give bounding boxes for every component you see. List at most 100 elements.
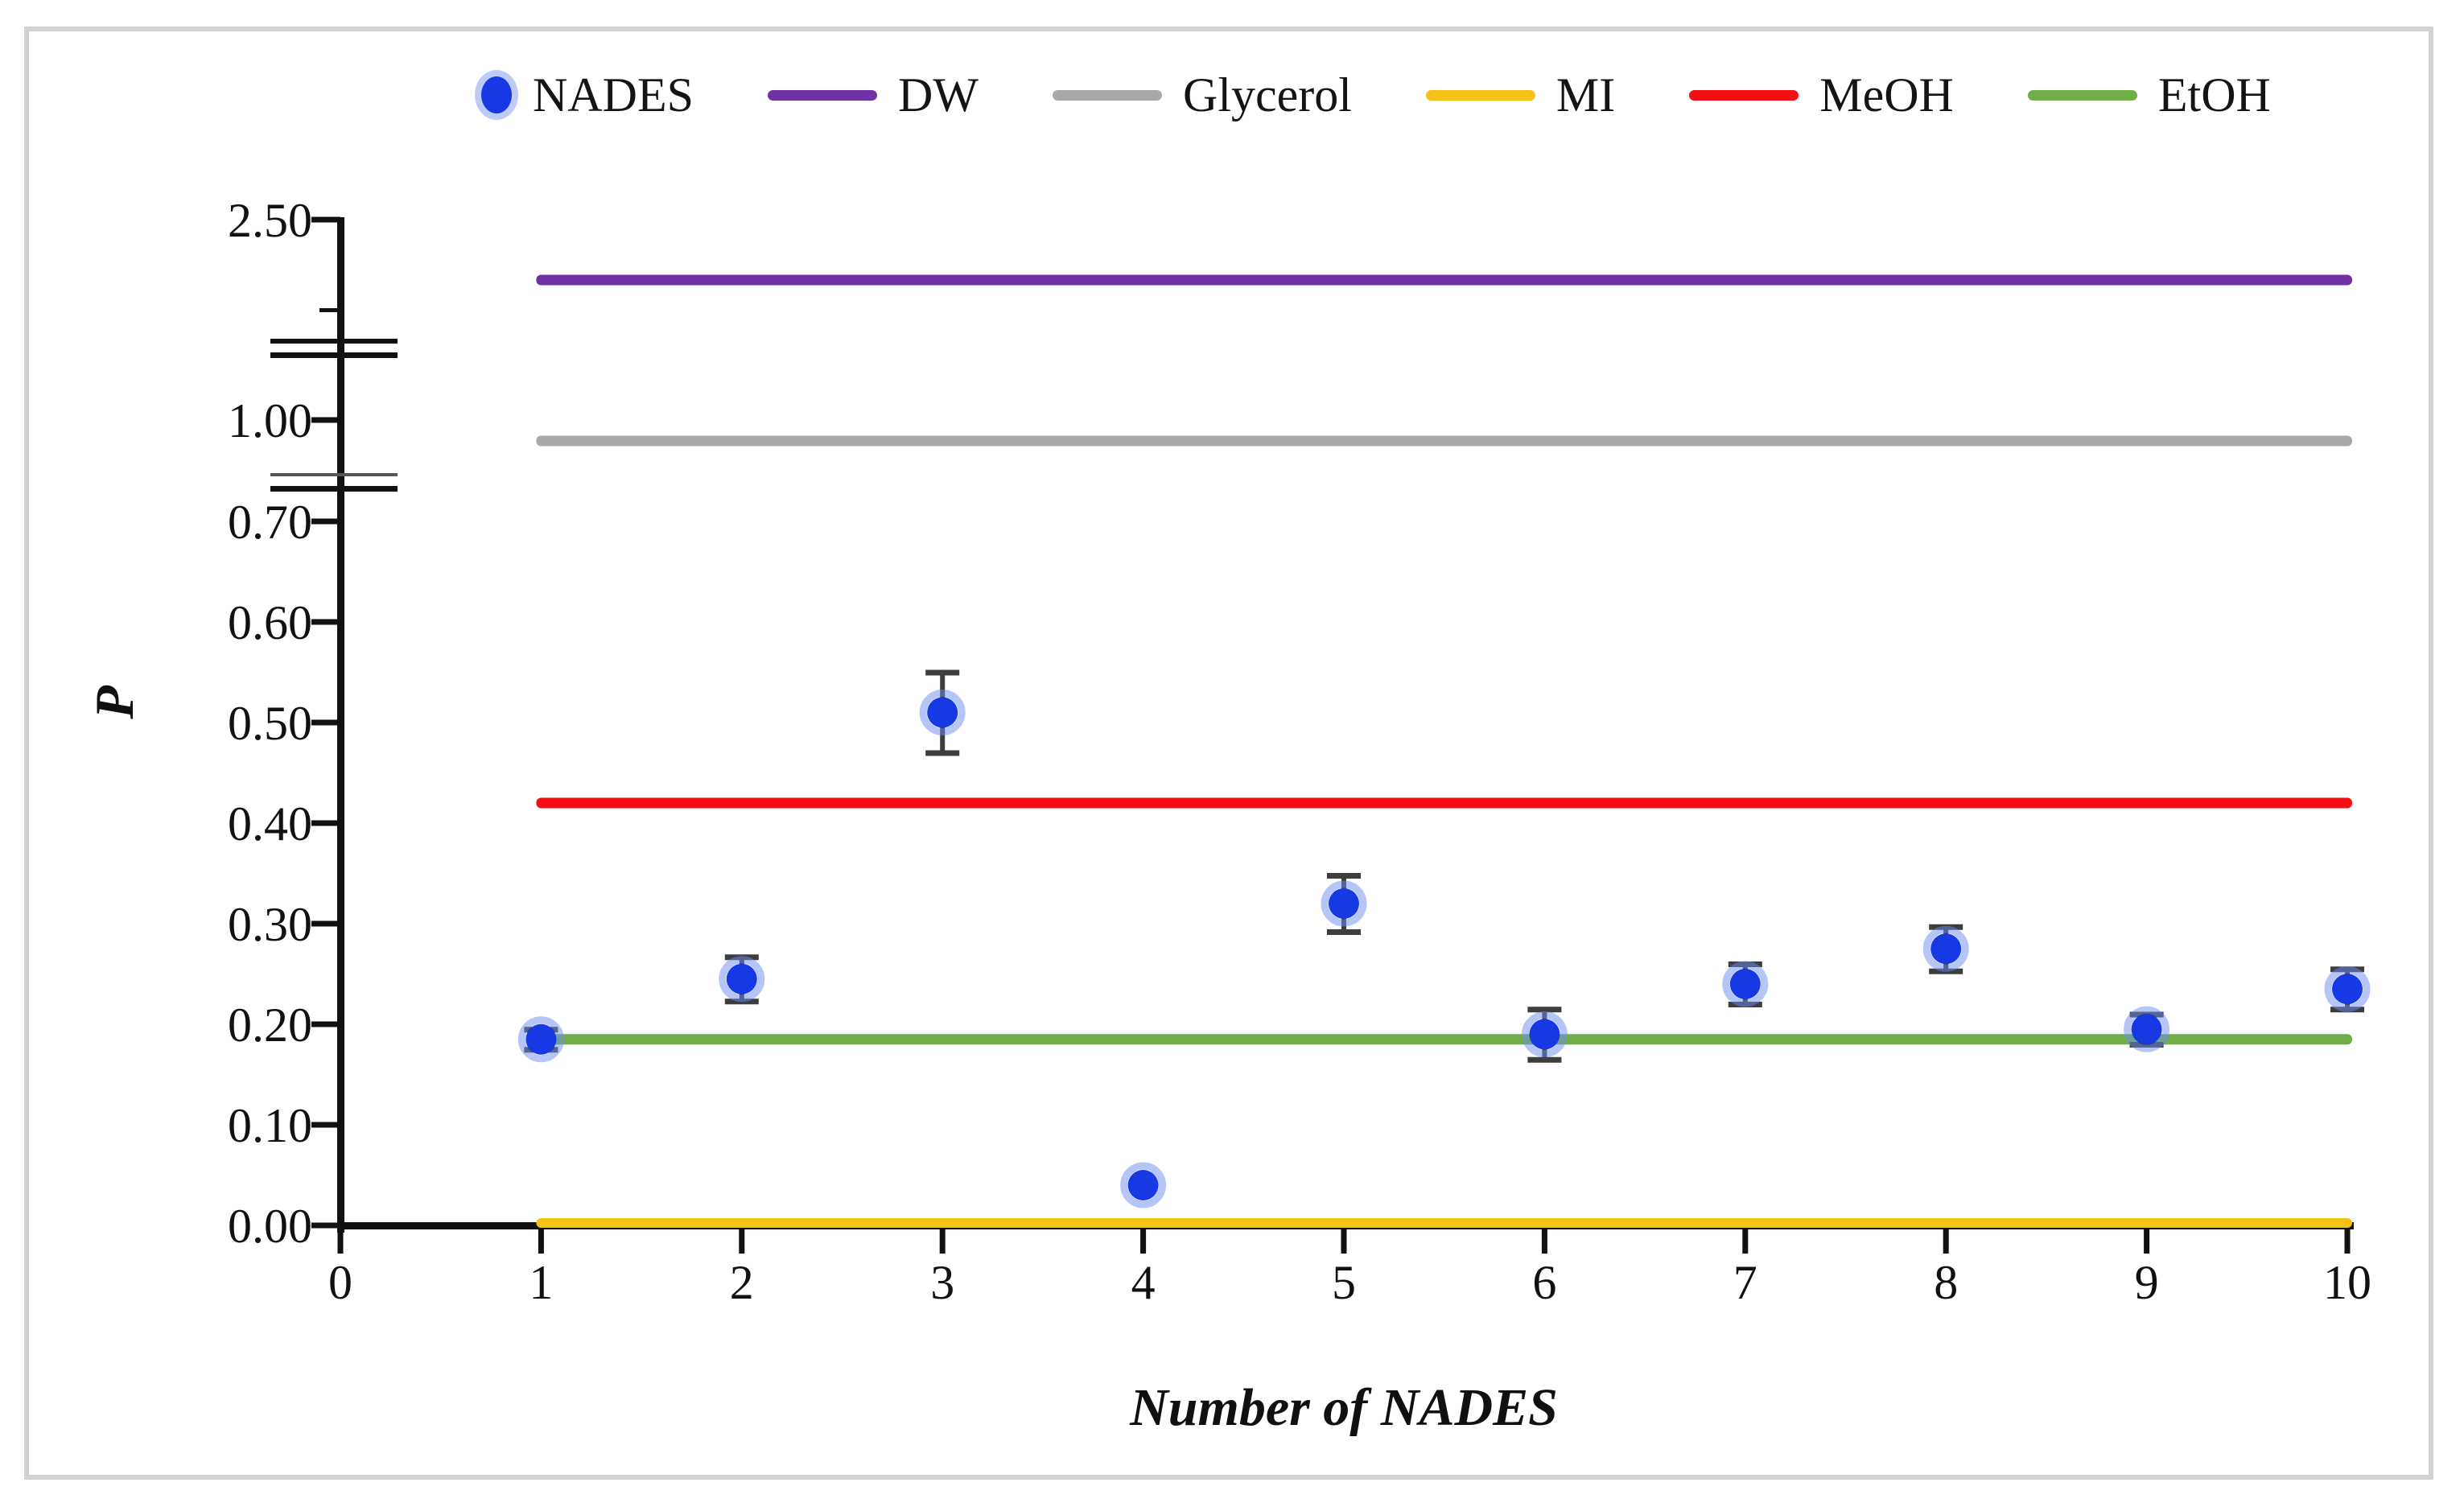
y-tick	[311, 619, 340, 625]
error-bar-cap	[1327, 929, 1361, 935]
legend-label-dw: DW	[898, 68, 979, 121]
data-point	[927, 697, 958, 728]
data-point	[2131, 1014, 2162, 1045]
y-tick	[311, 820, 340, 826]
x-tick	[1541, 1229, 1547, 1254]
mi-line-icon	[1425, 89, 1535, 101]
etoh-line-icon	[2027, 89, 2137, 101]
data-point-halo	[517, 1016, 564, 1063]
error-bar-cap	[1327, 873, 1361, 879]
y-tick	[311, 719, 340, 726]
x-tick	[939, 1229, 946, 1254]
y-tick-label: 2.50	[228, 194, 312, 247]
error-bar-cap	[1527, 1007, 1562, 1013]
y-tick-label: 0.20	[228, 998, 312, 1052]
y-tick	[311, 1021, 340, 1027]
error-bar-cap	[925, 750, 960, 756]
legend-item-glycerol: Glycerol	[1052, 68, 1352, 123]
y-tick-label: 0.50	[228, 697, 312, 750]
y-axis-title: P	[84, 686, 145, 719]
x-tick-label: 0	[328, 1256, 352, 1309]
meoh-line-icon	[1689, 89, 1799, 101]
x-tick	[1341, 1229, 1347, 1254]
legend-item-etoh: EtOH	[2027, 68, 2271, 123]
x-tick-label: 5	[1332, 1256, 1356, 1309]
ref-line-glycerol	[536, 435, 2353, 447]
data-point	[1729, 969, 1761, 999]
dw-line-icon	[768, 89, 878, 101]
y-tick-label: 1.00	[228, 394, 312, 447]
x-tick	[538, 1229, 544, 1254]
figure-border	[24, 27, 2433, 1480]
ref-line-dw	[536, 274, 2353, 286]
y-axis-line	[337, 217, 344, 1233]
x-tick	[739, 1229, 745, 1254]
x-tick-label: 4	[1131, 1256, 1156, 1309]
data-point	[1930, 933, 1962, 965]
x-tick-label: 9	[2135, 1256, 2159, 1309]
data-point-halo	[2124, 1006, 2170, 1052]
glycerol-line-icon	[1052, 89, 1162, 101]
data-point-halo	[1321, 880, 1367, 927]
y-tick	[311, 1122, 340, 1128]
x-tick-label: 1	[529, 1256, 553, 1309]
y-tick-label: 0.10	[228, 1099, 312, 1152]
legend-label-glycerol: Glycerol	[1182, 68, 1352, 121]
ref-line-etoh	[536, 1034, 2353, 1045]
x-tick	[337, 1229, 344, 1254]
x-axis-title: Number of NADES	[1130, 1378, 1558, 1437]
y-tick	[311, 216, 340, 223]
data-point-halo	[2324, 966, 2371, 1012]
y-tick-label: 0.40	[228, 797, 312, 850]
data-point-halo	[1521, 1011, 1568, 1057]
x-tick-label: 10	[2323, 1256, 2371, 1309]
x-tick	[2344, 1229, 2351, 1254]
data-point-halo	[919, 690, 966, 735]
data-point	[1127, 1170, 1159, 1200]
y-tick-label: 0.60	[228, 596, 312, 649]
legend-item-meoh: MeOH	[1689, 68, 1954, 123]
legend-label-meoh: MeOH	[1819, 68, 1954, 121]
data-point-halo	[1722, 961, 1769, 1007]
legend-label-etoh: EtOH	[2157, 68, 2271, 121]
data-point	[1329, 888, 1359, 919]
y-minor-tick	[319, 308, 340, 312]
error-bar-cap	[2129, 1042, 2164, 1048]
y-axis-break-mark	[270, 473, 398, 476]
legend-item-nades: NADES	[481, 68, 694, 123]
nades-marker-icon	[481, 76, 512, 113]
x-tick	[1742, 1229, 1749, 1254]
ref-line-mi	[536, 1218, 2353, 1228]
legend-label-nades: NADES	[533, 68, 694, 121]
data-point-halo	[1922, 925, 1969, 972]
y-tick	[311, 417, 340, 423]
y-axis-break-mark	[270, 352, 398, 358]
y-axis-break-mark	[270, 486, 398, 492]
data-point	[726, 963, 757, 994]
legend-label-mi: MI	[1555, 68, 1616, 121]
legend-item-dw: DW	[768, 68, 979, 123]
error-bar-cap	[1527, 1056, 1562, 1063]
y-tick-label: 0.70	[228, 496, 312, 549]
data-point	[2332, 974, 2363, 1005]
y-tick	[311, 1222, 340, 1229]
x-tick	[1140, 1229, 1147, 1254]
ref-line-meoh	[536, 797, 2353, 809]
x-tick-label: 2	[730, 1256, 754, 1309]
legend-item-mi: MI	[1425, 68, 1616, 123]
x-tick	[2144, 1229, 2150, 1254]
y-tick-label: 0.30	[228, 898, 312, 951]
data-point	[525, 1023, 557, 1055]
y-tick	[311, 920, 340, 927]
x-tick-label: 6	[1532, 1256, 1556, 1309]
x-tick-label: 7	[1733, 1256, 1757, 1309]
x-tick-label: 3	[930, 1256, 954, 1309]
data-point	[1529, 1019, 1560, 1050]
data-point-halo	[719, 956, 765, 1003]
y-tick	[311, 518, 340, 525]
y-tick-label: 0.00	[228, 1200, 312, 1253]
error-bar-cap	[925, 669, 960, 676]
x-tick	[1943, 1229, 1949, 1254]
x-tick-label: 8	[1934, 1256, 1958, 1309]
